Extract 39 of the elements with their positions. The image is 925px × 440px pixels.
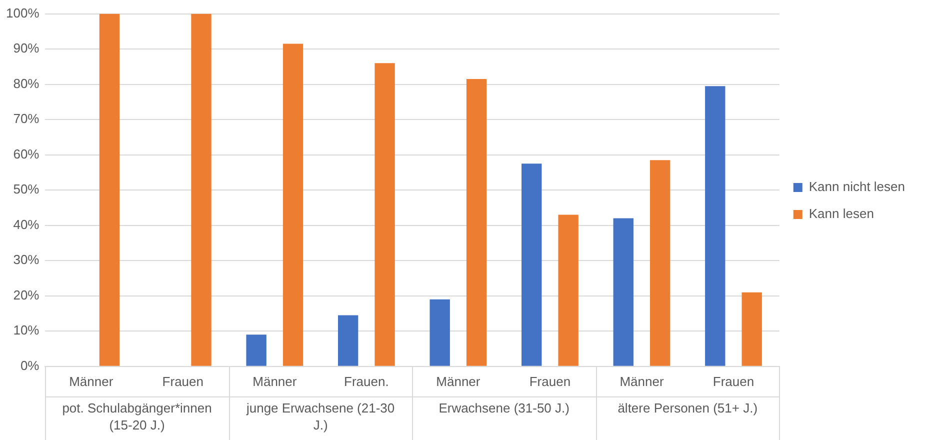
y-tick-label: 10% (13, 322, 40, 338)
y-tick-label: 20% (13, 287, 40, 302)
bar (99, 14, 120, 366)
bar (650, 160, 670, 366)
y-tick-label: 40% (13, 216, 40, 232)
bar (613, 218, 634, 366)
bar (282, 44, 304, 366)
y-tick-label: 70% (13, 111, 40, 126)
x-tick-label: Frauen (712, 374, 754, 389)
x-tick-label: Männer (252, 374, 298, 389)
bar (246, 334, 266, 366)
bar (466, 79, 487, 366)
x-tick-label: Frauen. (344, 374, 389, 389)
legend-label: Kann lesen (808, 206, 874, 222)
y-tick-label: 100% (6, 5, 40, 20)
y-tick-label: 60% (13, 146, 40, 162)
bar (705, 86, 726, 366)
x-tick-label: Männer (436, 374, 481, 389)
y-tick-label: 90% (13, 40, 40, 56)
y-tick-label: 0% (20, 358, 40, 373)
bar (338, 315, 358, 366)
bar (558, 214, 578, 366)
y-tick-label: 30% (13, 252, 40, 268)
x-tick-label: Männer (69, 374, 114, 389)
bar (191, 14, 212, 366)
text: Erwachsene (31-50 J.) (438, 400, 570, 416)
text: junge Erwachsene (21-30 J.) (245, 400, 395, 432)
bar (742, 292, 762, 366)
legend-label: Kann nicht lesen (808, 179, 905, 194)
x-tick-label: Frauen (529, 374, 571, 389)
text: pot. Schulabgänger*innen (15-20 J.) (62, 400, 212, 432)
y-tick-label: 80% (13, 76, 40, 91)
bar (522, 164, 542, 366)
x-tick-label: Männer (620, 374, 664, 389)
bar (374, 63, 395, 366)
x-tick-label: Frauen (162, 374, 204, 389)
text: ältere Personen (51+ J.) (618, 400, 758, 416)
y-tick-label: 50% (13, 182, 40, 197)
bar (430, 299, 450, 366)
